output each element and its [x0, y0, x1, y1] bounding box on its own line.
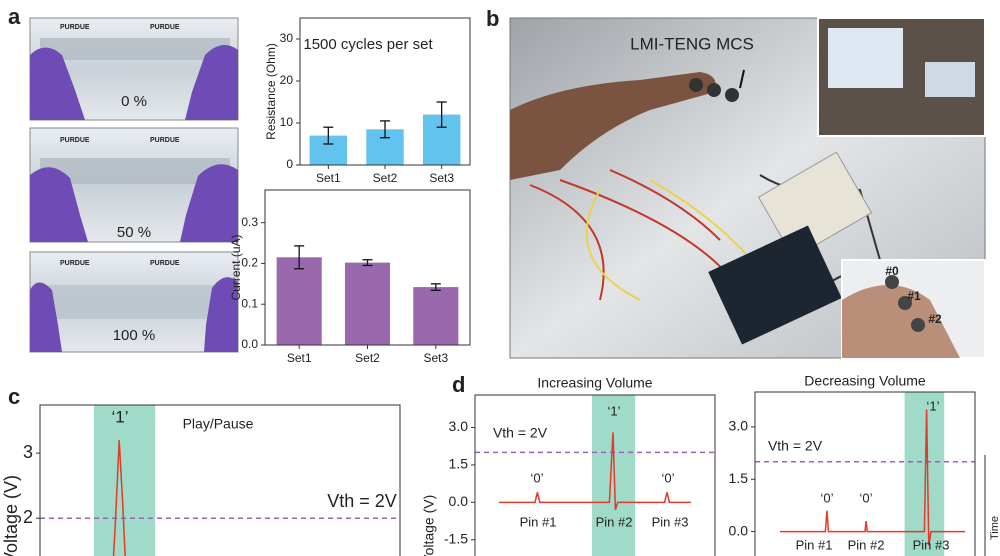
- strain-label: 0 %: [121, 93, 147, 110]
- highlight-band: [592, 395, 636, 556]
- pin-label: #0: [885, 264, 899, 278]
- logo: PURDUE: [150, 24, 180, 31]
- y-tick-label: 0: [286, 157, 293, 171]
- edge-text: Time: [989, 516, 1000, 540]
- pin-label: Pin #1: [796, 537, 833, 552]
- bar: [344, 262, 391, 345]
- y-tick-label: 0.3: [241, 215, 258, 229]
- threshold-label: Vth = 2V: [327, 491, 397, 511]
- photo: PURDUE PURDUE 100 %: [29, 251, 239, 353]
- threshold-label: Vth = 2V: [768, 438, 823, 454]
- photo-group: PURDUE PURDUE 0 % PURDUE PURDUE 50 % PUR…: [29, 17, 239, 353]
- pin-label: Pin #2: [848, 537, 885, 552]
- y-axis-label: Resistance (Ohm): [264, 43, 278, 140]
- x-tick-label: Set3: [429, 171, 454, 185]
- x-tick-label: Set3: [423, 351, 448, 365]
- logo: PURDUE: [60, 260, 90, 267]
- y-tick-label: 3: [23, 442, 33, 462]
- y-tick-label: 3.0: [729, 418, 749, 434]
- annotation: ‘1’: [607, 403, 620, 418]
- plot-frame: [754, 391, 976, 556]
- y-tick-label: 0.0: [729, 522, 749, 538]
- annotation: ‘1’: [926, 398, 939, 413]
- chart-title: 1500 cycles per set: [303, 36, 433, 53]
- logo: PURDUE: [150, 260, 180, 267]
- y-tick-label: 2: [23, 507, 33, 527]
- chart: Vth = 2V ‘1’ 2 3 Play/Pause Voltage (V): [1, 404, 401, 556]
- chart: Set1 Set2 Set3 0.0 0.1 0.2 0.3 Current (uA): [229, 189, 471, 365]
- pin-label: #2: [928, 312, 942, 326]
- logo: PURDUE: [60, 24, 90, 31]
- x-tick-label: Set1: [287, 351, 312, 365]
- y-tick-label: 1.5: [449, 456, 469, 472]
- data-line: [499, 432, 691, 511]
- y-tick-label: 0.0: [241, 337, 258, 351]
- panel-label: a: [8, 4, 21, 29]
- pin-label: Pin #3: [652, 514, 689, 529]
- y-axis-label: Voltage (V): [1, 475, 21, 556]
- photo: PURDUE PURDUE 50 %: [29, 127, 239, 243]
- y-tick-label: 1.5: [729, 470, 749, 486]
- chart: Set1 Set2 Set3 0 10 20 30 1500 cycles per set Re…: [264, 17, 471, 185]
- y-tick-label: -1.5: [444, 530, 468, 546]
- pin-label: Pin #1: [520, 514, 557, 529]
- annotation: ‘1’: [111, 407, 128, 426]
- chart: Vth = 2V ‘0’ ‘0’ ‘1’ Pin #1 Pin #2 Pin #3 3.0 1.…: [729, 373, 976, 556]
- annotation: ‘0’: [820, 490, 833, 505]
- photo: PURDUE PURDUE 0 %: [29, 17, 239, 121]
- pin-label: #1: [907, 289, 921, 303]
- x-tick-label: Set2: [355, 351, 380, 365]
- chart-title: Decreasing Volume: [804, 373, 926, 389]
- annotation: ‘0’: [859, 490, 872, 505]
- chart-title: Play/Pause: [183, 416, 254, 432]
- y-tick-label: 30: [280, 31, 294, 45]
- annotation: ‘0’: [530, 470, 543, 485]
- plot-frame: [299, 17, 471, 166]
- plot-frame: [39, 404, 401, 556]
- y-tick-label: 0.1: [241, 296, 258, 310]
- device-label: LMI-TENG MCS: [630, 34, 754, 53]
- logo: PURDUE: [150, 137, 180, 144]
- y-tick-label: 3.0: [449, 418, 469, 434]
- y-tick-label: 0.0: [449, 493, 469, 509]
- data-line: [112, 440, 126, 556]
- bar: [276, 257, 322, 345]
- strain-label: 100 %: [113, 327, 156, 344]
- logo: PURDUE: [60, 137, 90, 144]
- y-tick-label: 20: [280, 73, 294, 87]
- y-tick-label: 10: [280, 115, 294, 129]
- y-tick-label: 0.2: [241, 256, 258, 270]
- data-line: [780, 409, 966, 546]
- plot-frame: [264, 189, 471, 346]
- annotation: ‘0’: [661, 470, 674, 485]
- panel-label: c: [8, 384, 20, 409]
- panel-label: d: [452, 372, 465, 397]
- plot-frame: [474, 394, 716, 556]
- pin-label: Pin #3: [913, 537, 950, 552]
- photo: LMI-TENG MCS #0 #1 #2: [509, 17, 986, 359]
- x-tick-label: Set2: [373, 171, 398, 185]
- chart: Vth = 2V ‘0’ ‘1’ ‘0’ Pin #1 Pin #2 Pin #3 3.0 1.…: [421, 375, 716, 556]
- bar: [413, 287, 459, 345]
- y-axis-label: Voltage (V): [421, 495, 437, 556]
- chart-title: Increasing Volume: [537, 375, 652, 391]
- pin-label: Pin #2: [596, 514, 633, 529]
- threshold-label: Vth = 2V: [493, 425, 548, 441]
- strain-label: 50 %: [117, 224, 151, 241]
- y-axis-label: Current (uA): [229, 234, 243, 300]
- panel-label: b: [486, 6, 499, 31]
- x-tick-label: Set1: [316, 171, 341, 185]
